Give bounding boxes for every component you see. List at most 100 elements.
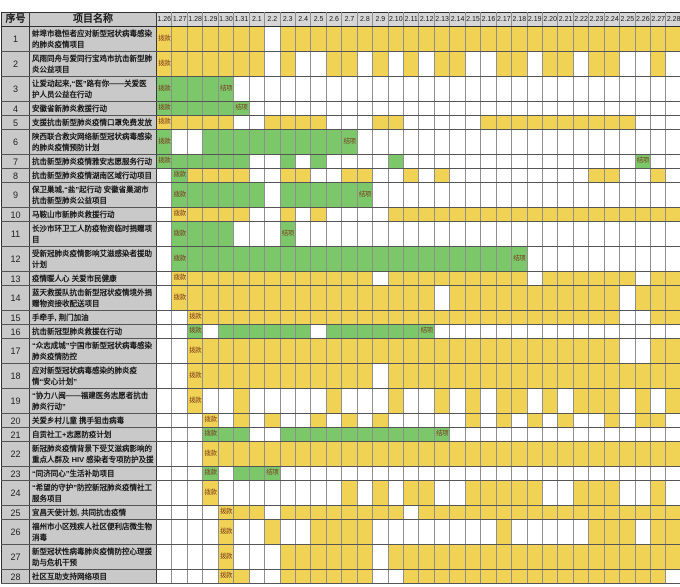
- gantt-cell: [202, 168, 219, 183]
- gantt-cell: [542, 480, 559, 506]
- project-gantt-table: 序号 项目名称 1.26 1.27 1.28 1.29 1.30 1.31 2.1 2.2 2.…: [1, 12, 680, 584]
- gantt-cell: [511, 285, 528, 311]
- gantt-cell: [202, 182, 219, 208]
- gantt-cell: [650, 413, 667, 428]
- gantt-cell: 结项: [418, 324, 435, 339]
- gantt-cell: [619, 271, 636, 286]
- gantt-cell: [388, 221, 405, 247]
- gantt-cell: [635, 246, 652, 272]
- gantt-cell: [202, 363, 219, 389]
- date-header: 2.23: [588, 12, 605, 27]
- gantt-cell: [665, 51, 680, 77]
- gantt-cell: [295, 246, 312, 272]
- gantt-cell: [341, 480, 358, 506]
- gantt-cell: [573, 338, 590, 364]
- gantt-cell: [449, 441, 466, 467]
- gantt-cell: [156, 427, 173, 442]
- gantt-cell: [480, 427, 497, 442]
- gantt-cell: [527, 569, 543, 584]
- cell-label: 结项: [281, 229, 295, 237]
- gantt-cell: [388, 413, 405, 428]
- gantt-cell: [233, 310, 250, 325]
- table-row: 23 “同济同心”生活补助项目 拨款 结项: [1, 466, 680, 481]
- row-number: 19: [1, 388, 30, 414]
- gantt-cell: [542, 168, 559, 183]
- gantt-cell: [280, 76, 296, 102]
- gantt-cell: [357, 168, 374, 183]
- gantt-cell: [604, 569, 621, 584]
- gantt-cell: [542, 388, 559, 414]
- gantt-cell: [280, 413, 296, 428]
- gantt-cell: [557, 221, 574, 247]
- gantt-cell: [295, 101, 312, 116]
- gantt-cell: [527, 413, 543, 428]
- gantt-cell: [310, 441, 327, 467]
- gantt-cell: [604, 285, 621, 311]
- gantt-cell: [326, 115, 343, 130]
- gantt-cell: [403, 154, 420, 169]
- gantt-cell: [233, 413, 250, 428]
- gantt-cell: [665, 101, 680, 116]
- gantt-cell: [202, 246, 219, 272]
- gantt-cell: [310, 466, 327, 481]
- gantt-cell: [542, 466, 559, 481]
- gantt-cell: [650, 246, 667, 272]
- gantt-cell: [635, 519, 652, 545]
- gantt-cell: [588, 544, 605, 570]
- gantt-cell: [202, 338, 219, 364]
- gantt-cell: [218, 129, 235, 155]
- gantt-cell: [310, 221, 327, 247]
- gantt-cell: [171, 480, 188, 506]
- cell-label: 拨款: [158, 104, 171, 112]
- gantt-cell: [511, 480, 528, 506]
- gantt-cell: [418, 246, 435, 272]
- gantt-cell: [249, 168, 266, 183]
- gantt-cell: [295, 271, 312, 286]
- gantt-cell: [280, 363, 296, 389]
- gantt-cell: [635, 324, 652, 339]
- gantt-cell: [310, 480, 327, 506]
- gantt-cell: [527, 101, 543, 116]
- row-number: 7: [1, 154, 30, 169]
- gantt-cell: [511, 26, 528, 52]
- gantt-cell: [357, 285, 374, 311]
- gantt-cell: [388, 51, 405, 77]
- gantt-cell: [218, 388, 235, 414]
- gantt-cell: [449, 285, 466, 311]
- gantt-cell: [635, 388, 652, 414]
- project-name: 陕西联合救灾网络新型冠状病毒感染的肺炎疫情预防计划: [29, 129, 157, 155]
- gantt-cell: [449, 221, 466, 247]
- gantt-cell: [171, 338, 188, 364]
- gantt-cell: [635, 115, 652, 130]
- gantt-cell: [372, 388, 389, 414]
- gantt-cell: [156, 505, 173, 520]
- gantt-cell: [187, 207, 204, 222]
- gantt-cell: [295, 221, 312, 247]
- gantt-cell: 结项: [233, 101, 250, 116]
- gantt-cell: [233, 76, 250, 102]
- gantt-cell: [650, 26, 667, 52]
- gantt-cell: [202, 129, 219, 155]
- gantt-cell: [511, 154, 528, 169]
- gantt-cell: [619, 101, 636, 116]
- gantt-cell: [249, 154, 266, 169]
- gantt-cell: [573, 168, 590, 183]
- gantt-cell: [249, 207, 266, 222]
- gantt-cell: [573, 101, 590, 116]
- date-header: 2.6: [326, 12, 343, 27]
- gantt-cell: [665, 168, 680, 183]
- gantt-cell: [357, 271, 374, 286]
- gantt-cell: [264, 101, 281, 116]
- gantt-cell: [650, 310, 667, 325]
- gantt-cell: [418, 182, 435, 208]
- gantt-cell: [187, 569, 204, 584]
- gantt-cell: [588, 519, 605, 545]
- table-row: 25 宜昌天使计划, 共同抗击疫情 拨款: [1, 505, 680, 520]
- gantt-cell: [665, 76, 680, 102]
- gantt-cell: [388, 207, 405, 222]
- gantt-cell: [650, 544, 667, 570]
- table-row: 28 社区互助支持网络项目 拨款: [1, 569, 680, 584]
- gantt-cell: [650, 221, 667, 247]
- gantt-cell: [449, 480, 466, 506]
- gantt-cell: [357, 221, 374, 247]
